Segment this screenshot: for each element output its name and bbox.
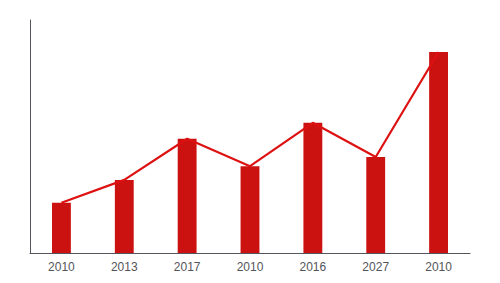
svg-text:2013: 2013 xyxy=(111,260,138,274)
svg-text:2016: 2016 xyxy=(300,260,327,274)
svg-text:2010: 2010 xyxy=(425,260,452,274)
svg-text:2010: 2010 xyxy=(237,260,264,274)
svg-text:2027: 2027 xyxy=(362,260,389,274)
svg-text:2010: 2010 xyxy=(48,260,75,274)
svg-text:2017: 2017 xyxy=(174,260,201,274)
